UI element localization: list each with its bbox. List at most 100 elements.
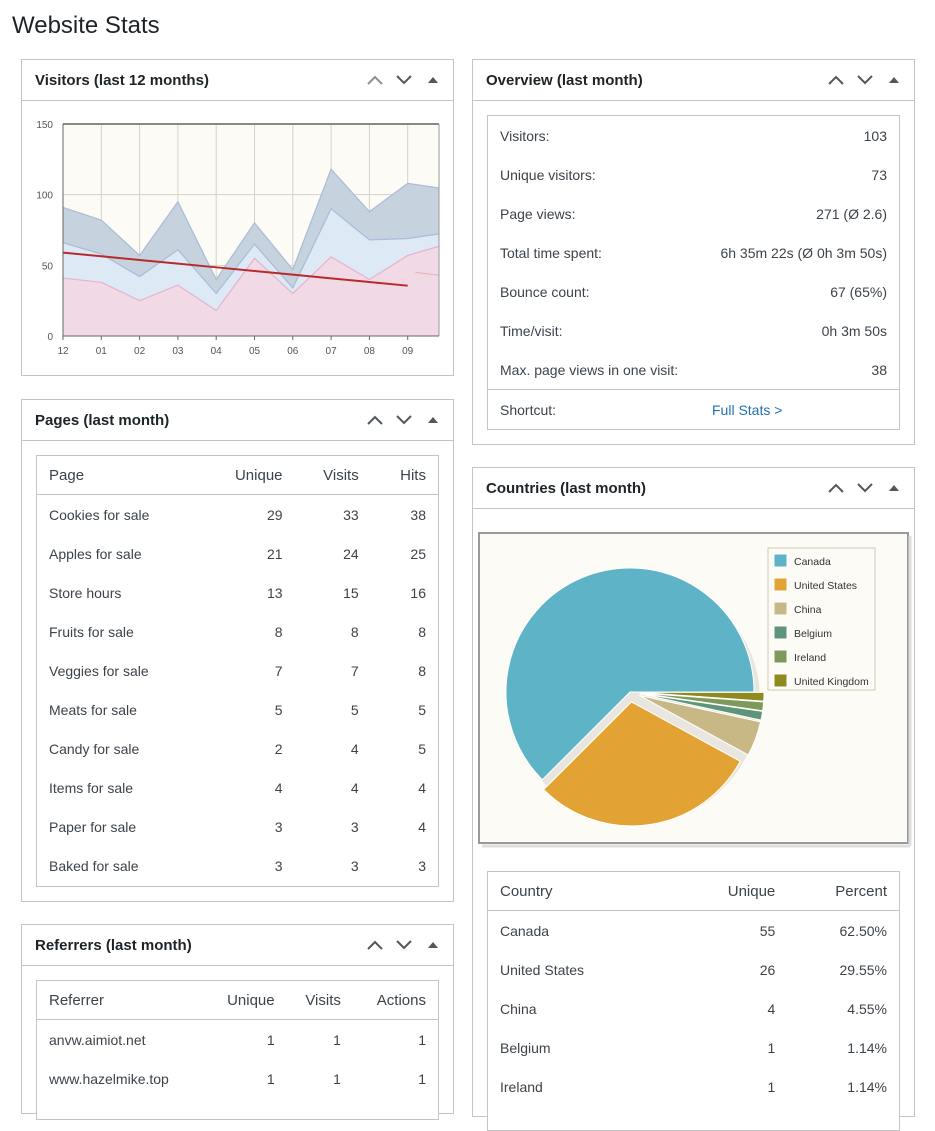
pages-table-cell: 24: [343, 545, 359, 562]
pages-table-cell: 8: [418, 623, 426, 640]
x-tick-label: 08: [364, 346, 376, 357]
legend-swatch: [773, 625, 788, 640]
legend-swatch: [773, 553, 788, 568]
series-line-1: [63, 168, 439, 281]
x-tick-label: 01: [96, 346, 108, 357]
toggle-panel-button[interactable]: [418, 933, 447, 957]
overview-row: Page views: 271 (Ø 2.6): [488, 194, 899, 233]
toggle-panel-button[interactable]: [418, 68, 447, 92]
move-up-button[interactable]: [821, 68, 850, 92]
pages-table-cell: 5: [418, 701, 426, 718]
toggle-panel-button[interactable]: [418, 408, 447, 432]
referrers-widget: Referrers (last month) Referrer Unique Vis…: [21, 924, 454, 1120]
pie-slice-china: [639, 695, 762, 756]
pages-table-cell: 5: [350, 701, 359, 718]
overview-widget-header: Overview (last month): [473, 60, 914, 101]
series-line-3: [63, 245, 439, 312]
move-down-button[interactable]: [389, 68, 418, 92]
move-up-button[interactable]: [360, 68, 389, 92]
full-stats-link[interactable]: Full Stats >: [712, 402, 783, 418]
chevron-up-icon: [827, 483, 844, 493]
chevron-down-icon: [395, 75, 412, 85]
pages-table-cell: 4: [418, 818, 426, 835]
trend-extension: [415, 271, 439, 276]
legend-label: Canada: [794, 556, 831, 568]
overview-row: Total time spent: 6h 35m 22s (Ø 0h 3m 50s…: [488, 233, 899, 272]
pages-table-cell: 7: [274, 662, 283, 679]
countries-table-cell: 1.14%: [847, 1078, 887, 1095]
overview-label: Time/visit:: [500, 322, 563, 339]
move-down-button[interactable]: [850, 476, 879, 500]
triangle-up-icon: [427, 942, 438, 948]
pie-slice-united-states: [543, 701, 741, 827]
pages-table-cell: 4: [418, 779, 426, 796]
pie-slice-ireland: [639, 692, 765, 712]
pages-table-cell: 33: [343, 506, 359, 523]
pages-table-cell: 29: [266, 506, 283, 523]
referrers-table-cell: www.hazelmike.top: [49, 1070, 169, 1087]
move-up-button[interactable]: [360, 933, 389, 957]
pages-table-cell: 15: [343, 584, 359, 601]
overview-label: Bounce count:: [500, 283, 590, 300]
referrers-table: Referrer Unique Visits Actions anvw.aimiot.n…: [36, 980, 439, 1120]
countries-table-cell: Ireland: [500, 1078, 543, 1095]
move-down-button[interactable]: [850, 68, 879, 92]
widget-controls: [360, 68, 447, 92]
overview-row: Max. page views in one visit: 38: [488, 350, 899, 389]
triangle-up-icon: [427, 77, 438, 83]
overview-value: 103: [863, 127, 887, 144]
pages-table-cell: Items for sale: [49, 779, 134, 796]
countries-table-cell: 1: [767, 1039, 776, 1056]
chevron-up-icon: [827, 75, 844, 85]
legend-label: United States: [794, 580, 857, 592]
countries-table-cell: 4.55%: [847, 1000, 887, 1017]
toggle-panel-button[interactable]: [879, 68, 908, 92]
move-down-button[interactable]: [389, 408, 418, 432]
overview-label: Max. page views in one visit:: [500, 361, 679, 378]
referrers-table-row: anvw.aimiot.net 1 1 1: [37, 1020, 438, 1059]
overview-widget: Overview (last month) Visitors: 103 Unique…: [472, 59, 915, 445]
referrers-table-header-cell: Referrer: [49, 991, 105, 1009]
pages-table-cell: Cookies for sale: [49, 506, 150, 523]
overview-row: Visitors: 103: [488, 116, 899, 155]
pages-widget-title: Pages (last month): [35, 412, 170, 429]
overview-label: Total time spent:: [500, 244, 602, 261]
toggle-panel-button[interactable]: [879, 476, 908, 500]
move-up-button[interactable]: [821, 476, 850, 500]
pages-widget: Pages (last month) Page Unique Visits Hits C…: [21, 399, 454, 902]
triangle-up-icon: [888, 77, 899, 83]
y-tick-label: 150: [36, 120, 53, 131]
visitors-widget-title: Visitors (last 12 months): [35, 72, 209, 89]
page-title: Website Stats: [12, 12, 160, 39]
legend-swatch: [773, 577, 788, 592]
move-down-button[interactable]: [389, 933, 418, 957]
visitors-chart: 0 50 100 150 12 01 02 03 04 05 06 07 08 09: [36, 120, 440, 357]
pages-table-cell: Baked for sale: [49, 857, 139, 874]
countries-table: Country Unique Percent Canada 55 62.50% United…: [487, 871, 900, 1131]
legend-label: China: [794, 604, 822, 616]
pages-table-cell: Store hours: [49, 584, 122, 601]
chevron-down-icon: [856, 483, 873, 493]
countries-table-cell: Belgium: [500, 1039, 551, 1056]
move-up-button[interactable]: [360, 408, 389, 432]
widget-controls: [821, 68, 908, 92]
overview-value: 0h 3m 50s: [821, 322, 887, 339]
overview-label: Page views:: [500, 205, 576, 222]
legend-label: Ireland: [794, 652, 826, 664]
countries-table-row: China 4 4.55%: [488, 989, 899, 1028]
y-tick-label: 50: [42, 261, 54, 272]
x-tick-label: 04: [211, 346, 223, 357]
pages-table-header-cell: Page: [49, 466, 85, 484]
overview-row: Time/visit: 0h 3m 50s: [488, 311, 899, 350]
pages-table-header-cell: Unique: [234, 466, 283, 484]
visitors-widget: Visitors (last 12 months) 0 50 100 150 12 01 0…: [21, 59, 454, 376]
countries-table-header-cell: Country: [500, 882, 553, 900]
legend-swatch: [773, 601, 788, 616]
pages-table-cell: 8: [350, 623, 359, 640]
pages-table-cell: Candy for sale: [49, 740, 140, 757]
referrers-table-cell: 1: [333, 1070, 341, 1087]
pages-table-cell: 4: [350, 779, 359, 796]
referrers-widget-title: Referrers (last month): [35, 937, 192, 954]
pages-table-cell: 8: [274, 623, 283, 640]
chevron-down-icon: [395, 415, 412, 425]
